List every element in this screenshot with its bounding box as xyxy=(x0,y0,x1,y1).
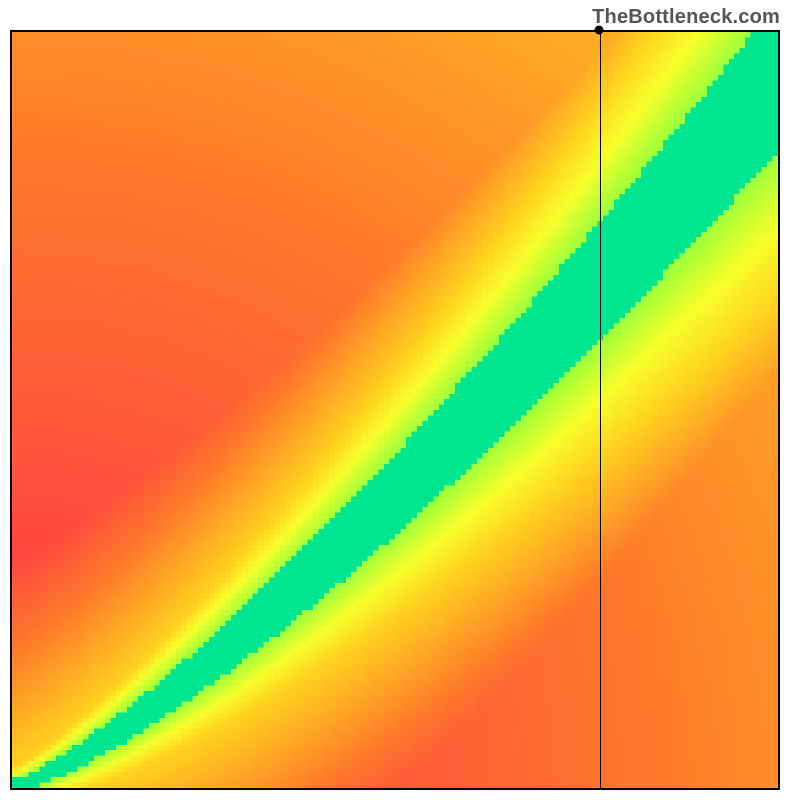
reference-dot xyxy=(594,26,603,35)
watermark-text: TheBottleneck.com xyxy=(592,6,780,29)
plot-area xyxy=(10,30,780,790)
chart-container: TheBottleneck.com xyxy=(0,0,800,800)
vertical-reference-line xyxy=(600,32,601,788)
heatmap-canvas xyxy=(12,32,778,788)
